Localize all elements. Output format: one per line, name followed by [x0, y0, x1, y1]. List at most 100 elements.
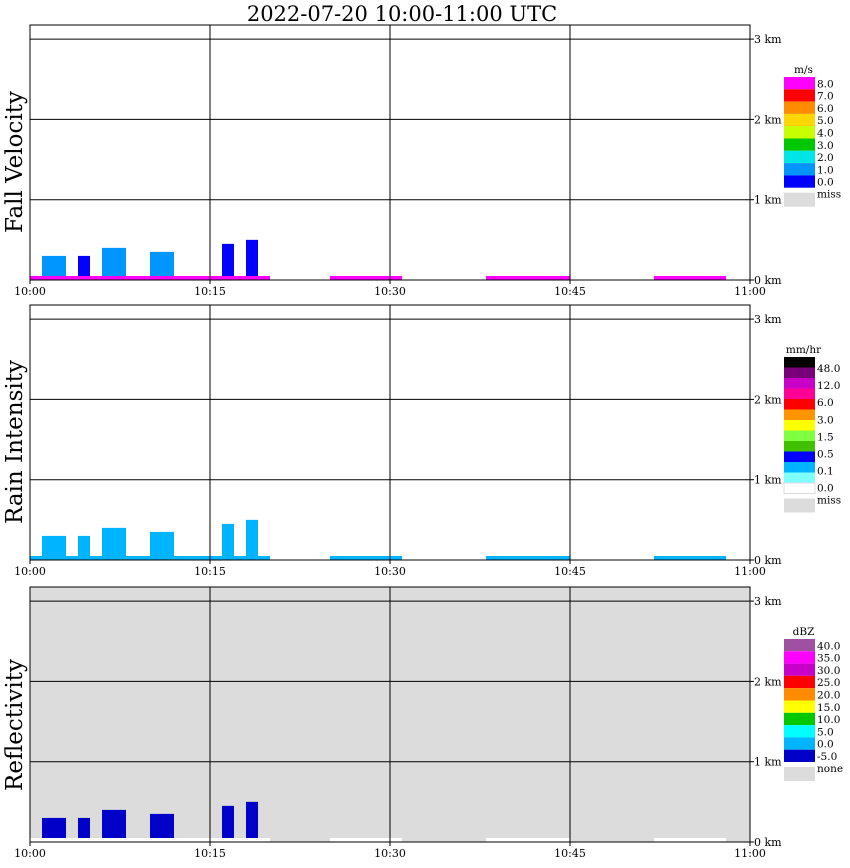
height-tick-label: 2 km: [754, 113, 782, 126]
echo-cell: [150, 251, 174, 280]
x-tick-label: 10:00: [14, 847, 46, 860]
colorbar-swatch: [784, 388, 815, 399]
x-tick-label: 10:00: [14, 285, 46, 298]
colorbar-label: -5.0: [817, 751, 837, 763]
colorbar-swatch: [784, 126, 815, 139]
colorbar-swatch: [784, 101, 815, 114]
colorbar-swatch: [784, 357, 815, 368]
x-tick-label: 10:45: [554, 565, 586, 578]
echo-layer: [30, 801, 726, 842]
y-axis-label: Fall Velocity: [2, 91, 28, 233]
colorbar-swatch: [784, 138, 815, 151]
colorbar-label: 0.5: [817, 448, 834, 460]
height-tick-label: 3 km: [754, 313, 782, 326]
x-tick-label: 10:45: [554, 285, 586, 298]
colorbar-swatch: [784, 175, 815, 188]
colorbar-label: 5.0: [817, 726, 834, 738]
height-tick-label: 0 km: [754, 554, 782, 567]
y-axis-label: Reflectivity: [2, 659, 28, 791]
colorbar-swatch: [784, 663, 815, 676]
colorbar-label: 4.0: [817, 128, 834, 140]
colorbar-label: 12.0: [817, 380, 840, 392]
colorbar-label: 15.0: [817, 702, 840, 714]
echo-cell: [42, 255, 66, 280]
panel-rain_intensity: 10:00 10:15 10:30 10:45 11:000 km 1 km 2 km 3 k…: [2, 304, 841, 578]
colorbar-swatch: [784, 399, 815, 410]
colorbar-label: 6.0: [817, 397, 834, 409]
height-tick-label: 0 km: [754, 274, 782, 287]
surface-trace: [30, 838, 270, 842]
echo-cell: [222, 243, 234, 280]
colorbar-label: 40.0: [817, 640, 840, 652]
colorbar-swatch: [784, 725, 815, 738]
x-tick-label: 10:30: [374, 285, 406, 298]
colorbar-swatch: [784, 737, 815, 750]
colorbar-label: 2.0: [817, 152, 834, 164]
height-tick-label: 3 km: [754, 595, 782, 608]
colorbar-label: 0.0: [817, 483, 834, 495]
echo-layer: [30, 519, 726, 560]
x-tick-label: 10:15: [194, 565, 226, 578]
x-tick-label: 10:30: [374, 847, 406, 860]
echo-cell: [102, 809, 126, 842]
surface-trace: [654, 276, 726, 280]
colorbar-label: 5.0: [817, 115, 834, 127]
colorbar-label: 35.0: [817, 653, 840, 665]
colorbar-swatch: [784, 451, 815, 462]
colorbar-label: 0.0: [817, 177, 834, 189]
echo-cell: [78, 817, 90, 842]
colorbar-label: 20.0: [817, 690, 840, 702]
colorbar-swatch: [784, 77, 815, 90]
echo-cell: [78, 535, 90, 560]
colorbar-swatch: [784, 420, 815, 431]
x-tick-label: 10:30: [374, 565, 406, 578]
colorbar-label: 0.1: [817, 465, 834, 477]
surface-trace: [486, 276, 570, 280]
echo-cell: [150, 813, 174, 842]
surface-trace: [486, 556, 570, 560]
x-tick-label: 10:00: [14, 565, 46, 578]
x-tick-label: 10:45: [554, 847, 586, 860]
height-tick-label: 1 km: [754, 474, 782, 487]
x-tick-label: 10:15: [194, 847, 226, 860]
colorbar-label: 1.5: [817, 431, 834, 443]
colorbar-swatch: [784, 688, 815, 701]
colorbar-swatch: [784, 378, 815, 389]
chart-title: 2022-07-20 10:00-11:00 UTC: [247, 2, 557, 26]
colorbar-swatch: [784, 409, 815, 420]
colorbar-swatch: [784, 113, 815, 127]
surface-trace: [486, 838, 570, 842]
echo-cell: [222, 805, 234, 842]
missing-label: miss: [817, 495, 841, 507]
panel-reflectivity: 10:00 10:15 10:30 10:45 11:000 km 1 km 2 km 3 k…: [2, 586, 843, 860]
echo-layer: [30, 239, 726, 280]
colorbar-label: 8.0: [817, 78, 834, 90]
colorbar-unit: dBZ: [793, 626, 815, 638]
echo-cell: [246, 519, 258, 560]
echo-cell: [102, 527, 126, 560]
x-tick-label: 11:00: [734, 565, 766, 578]
echo-cell: [42, 535, 66, 560]
colorbar-swatch: [784, 675, 815, 689]
echo-cell: [222, 523, 234, 560]
surface-trace: [30, 556, 270, 560]
surface-trace: [330, 556, 402, 560]
colorbar-label: 0.0: [817, 739, 834, 751]
colorbar-swatch: [784, 700, 815, 713]
colorbar-label: 25.0: [817, 677, 840, 689]
echo-cell: [246, 801, 258, 842]
missing-swatch: [784, 498, 815, 513]
colorbar-swatch: [784, 472, 815, 483]
colorbar-unit: m/s: [794, 64, 813, 76]
surface-trace: [330, 838, 402, 842]
colorbar-swatch: [784, 430, 815, 441]
x-tick-label: 10:15: [194, 285, 226, 298]
colorbar-swatch: [784, 367, 815, 378]
height-tick-label: 2 km: [754, 393, 782, 406]
colorbar-label: 48.0: [817, 363, 840, 375]
echo-cell: [150, 531, 174, 560]
colorbar-swatch: [784, 441, 815, 452]
colorbar-swatch: [784, 651, 815, 664]
